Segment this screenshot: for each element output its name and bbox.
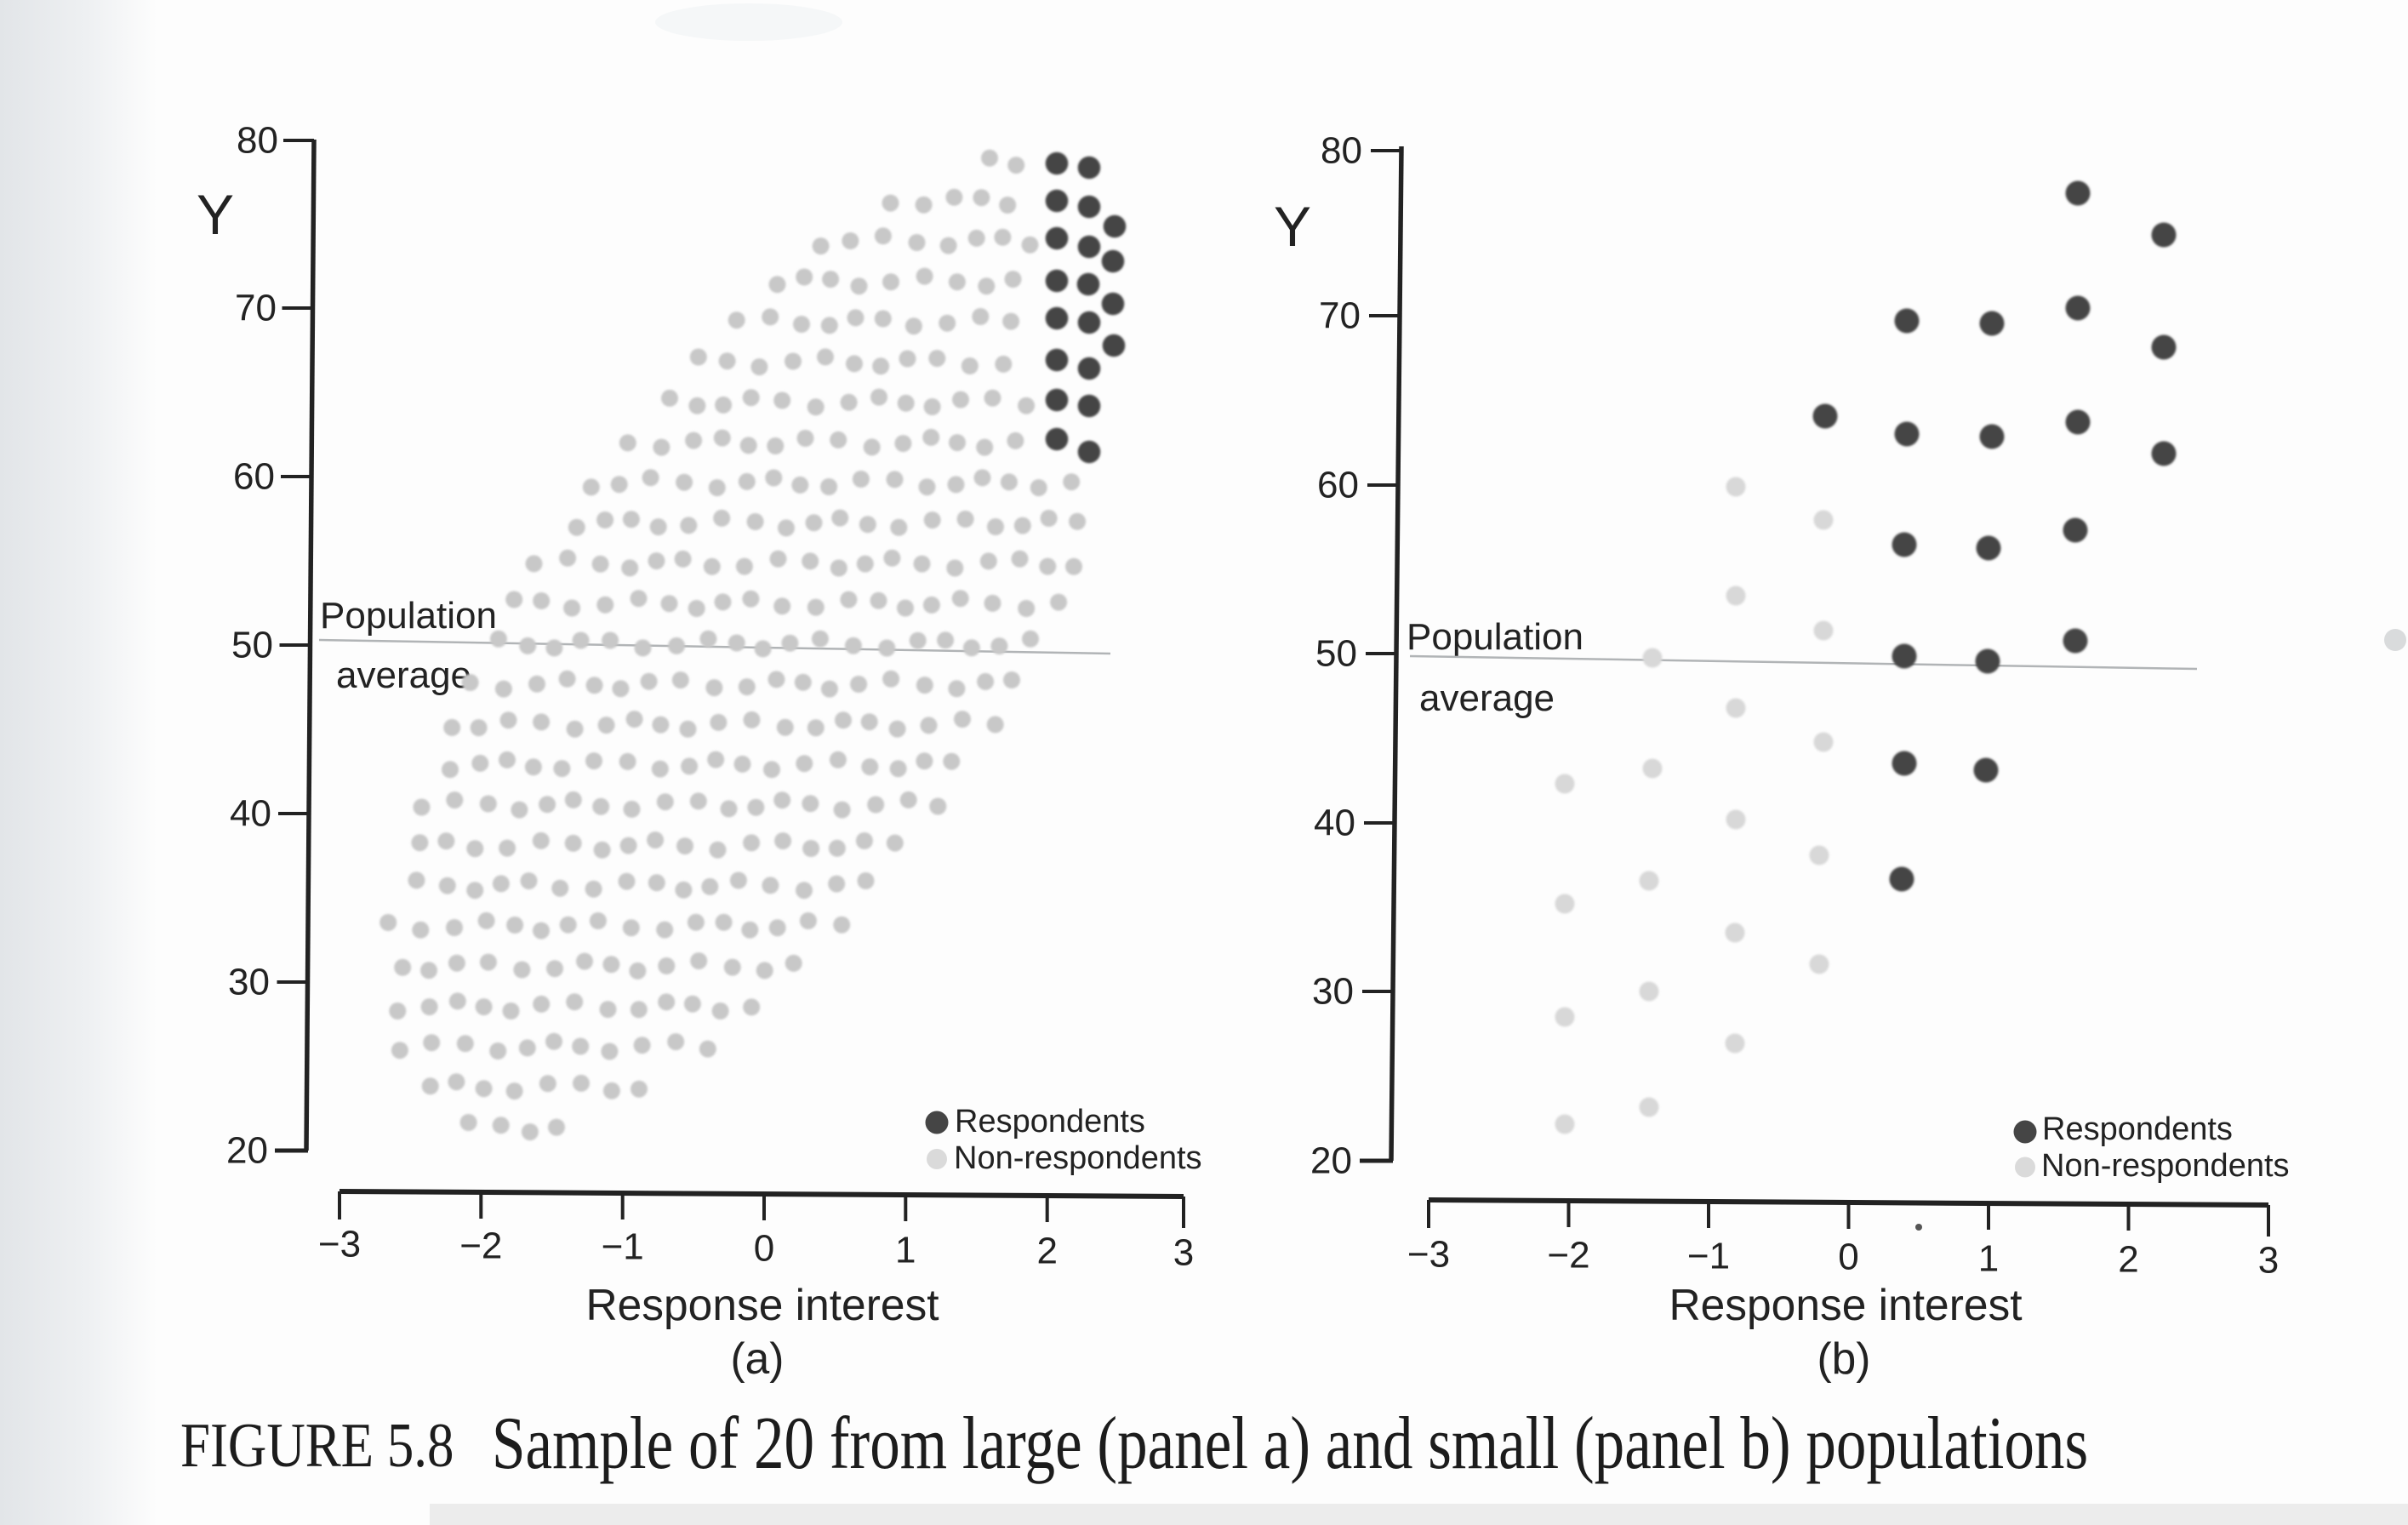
svg-text:Respondents: Respondents <box>2042 1111 2233 1147</box>
svg-text:Non-respondents: Non-respondents <box>954 1140 1202 1176</box>
svg-text:−3: −3 <box>318 1224 361 1265</box>
svg-text:40: 40 <box>1314 802 1355 844</box>
svg-text:70: 70 <box>1319 295 1361 337</box>
svg-text:50: 50 <box>1315 633 1357 675</box>
svg-text:Respondents: Respondents <box>955 1104 1145 1139</box>
svg-text:70: 70 <box>235 288 277 329</box>
svg-text:30: 30 <box>228 962 270 1003</box>
svg-text:1: 1 <box>1978 1238 1999 1280</box>
svg-text:−2: −2 <box>1547 1235 1589 1277</box>
svg-text:1: 1 <box>895 1230 916 1271</box>
svg-text:Y: Y <box>197 183 234 246</box>
svg-text:20: 20 <box>1310 1140 1352 1182</box>
svg-text:−1: −1 <box>602 1226 644 1268</box>
svg-text:Response interest: Response interest <box>1669 1280 2022 1329</box>
svg-text:2: 2 <box>1036 1231 1057 1272</box>
svg-text:Non-respondents: Non-respondents <box>2041 1148 2290 1184</box>
svg-text:FIGURE 5.8: FIGURE 5.8 <box>180 1410 454 1480</box>
svg-text:Response interest: Response interest <box>585 1280 939 1329</box>
svg-text:Population: Population <box>320 595 497 637</box>
svg-text:2: 2 <box>2118 1239 2138 1281</box>
svg-text:60: 60 <box>1317 465 1359 506</box>
svg-text:average: average <box>1419 677 1555 719</box>
svg-text:−2: −2 <box>459 1225 502 1267</box>
svg-text:(b): (b) <box>1817 1334 1871 1383</box>
svg-text:80: 80 <box>1321 130 1362 172</box>
svg-text:(a): (a) <box>731 1334 785 1383</box>
svg-text:0: 0 <box>1838 1237 1858 1278</box>
svg-text:3: 3 <box>1173 1232 1194 1274</box>
svg-text:average: average <box>336 654 471 696</box>
svg-text:30: 30 <box>1312 971 1354 1013</box>
svg-text:20: 20 <box>226 1130 268 1172</box>
svg-text:60: 60 <box>233 456 275 498</box>
svg-text:50: 50 <box>231 625 273 666</box>
svg-text:−3: −3 <box>1407 1234 1450 1276</box>
svg-text:40: 40 <box>230 793 271 835</box>
svg-text:Sample of 20 from large (panel: Sample of 20 from large (panel a) and sm… <box>492 1402 2088 1485</box>
svg-text:Population: Population <box>1407 616 1583 658</box>
svg-text:Y: Y <box>1274 195 1311 258</box>
svg-text:80: 80 <box>237 120 278 162</box>
svg-text:0: 0 <box>754 1228 774 1270</box>
svg-text:−1: −1 <box>1687 1236 1730 1277</box>
svg-text:3: 3 <box>2258 1240 2279 1282</box>
